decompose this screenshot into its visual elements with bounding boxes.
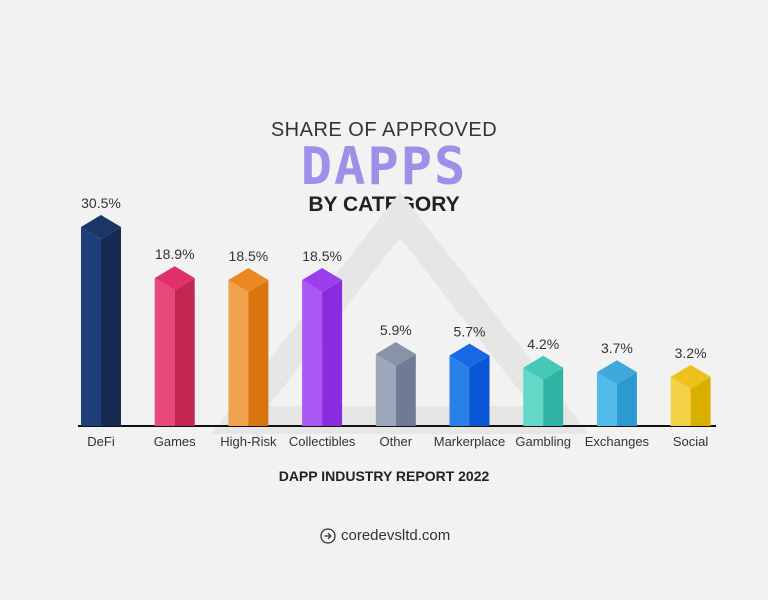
- bar-value-label: 18.9%: [155, 246, 195, 262]
- bar-value-label: 5.9%: [380, 322, 412, 338]
- bar-side: [616, 372, 637, 426]
- bar-front: [154, 278, 175, 426]
- bar-value-label: 18.5%: [302, 248, 342, 264]
- bar-front: [449, 355, 470, 426]
- bar-side: [469, 355, 490, 426]
- bar-value-label: 30.5%: [81, 195, 121, 211]
- bar-side: [543, 367, 564, 426]
- bar-side: [174, 278, 195, 426]
- bar-side: [248, 280, 269, 426]
- category-label: Games: [154, 434, 196, 449]
- bar-side: [322, 280, 343, 426]
- bar-front: [81, 227, 101, 426]
- title-dapps: DAPPS: [300, 137, 468, 197]
- bar-top: [228, 268, 269, 293]
- bar-value-label: 3.7%: [601, 340, 633, 356]
- bar-value-label: 18.5%: [229, 248, 269, 264]
- bar-top: [670, 364, 711, 389]
- bar-side: [101, 227, 121, 426]
- bar-top: [375, 342, 416, 367]
- category-label: Markerplace: [434, 434, 506, 449]
- bar-side: [395, 354, 416, 426]
- category-label: DeFi: [87, 434, 115, 449]
- bar-front: [375, 354, 396, 426]
- category-label: Social: [673, 434, 709, 449]
- bar-top: [154, 266, 195, 291]
- title-line-3: BY CATEGORY: [308, 193, 460, 216]
- bar-top: [596, 360, 637, 385]
- bar-value-label: 5.7%: [454, 324, 486, 340]
- category-label: Gambling: [515, 434, 571, 449]
- bar-value-label: 3.2%: [675, 345, 707, 361]
- bar-front: [302, 280, 323, 426]
- bar-side: [690, 376, 711, 426]
- website-link[interactable]: coredevsltd.com: [320, 527, 450, 544]
- bar-top: [81, 215, 121, 239]
- website-label: coredevsltd.com: [341, 527, 451, 544]
- bar-top: [302, 268, 343, 293]
- category-label: High-Risk: [220, 434, 277, 449]
- bar-front: [228, 280, 249, 426]
- category-label: Collectibles: [289, 434, 356, 449]
- footer-caption: DAPP INDUSTRY REPORT 2022: [278, 468, 490, 484]
- bar-top: [449, 343, 490, 368]
- title-line-1: SHARE OF APPROVED: [270, 119, 498, 141]
- bar-top: [523, 355, 564, 380]
- bar-front: [670, 376, 691, 426]
- bar-front: [596, 372, 617, 426]
- category-label: Exchanges: [585, 434, 650, 449]
- category-label: Other: [380, 434, 413, 449]
- arrow-circle-right-icon: [320, 527, 336, 544]
- bar-front: [523, 367, 544, 426]
- bar-value-label: 4.2%: [527, 336, 559, 352]
